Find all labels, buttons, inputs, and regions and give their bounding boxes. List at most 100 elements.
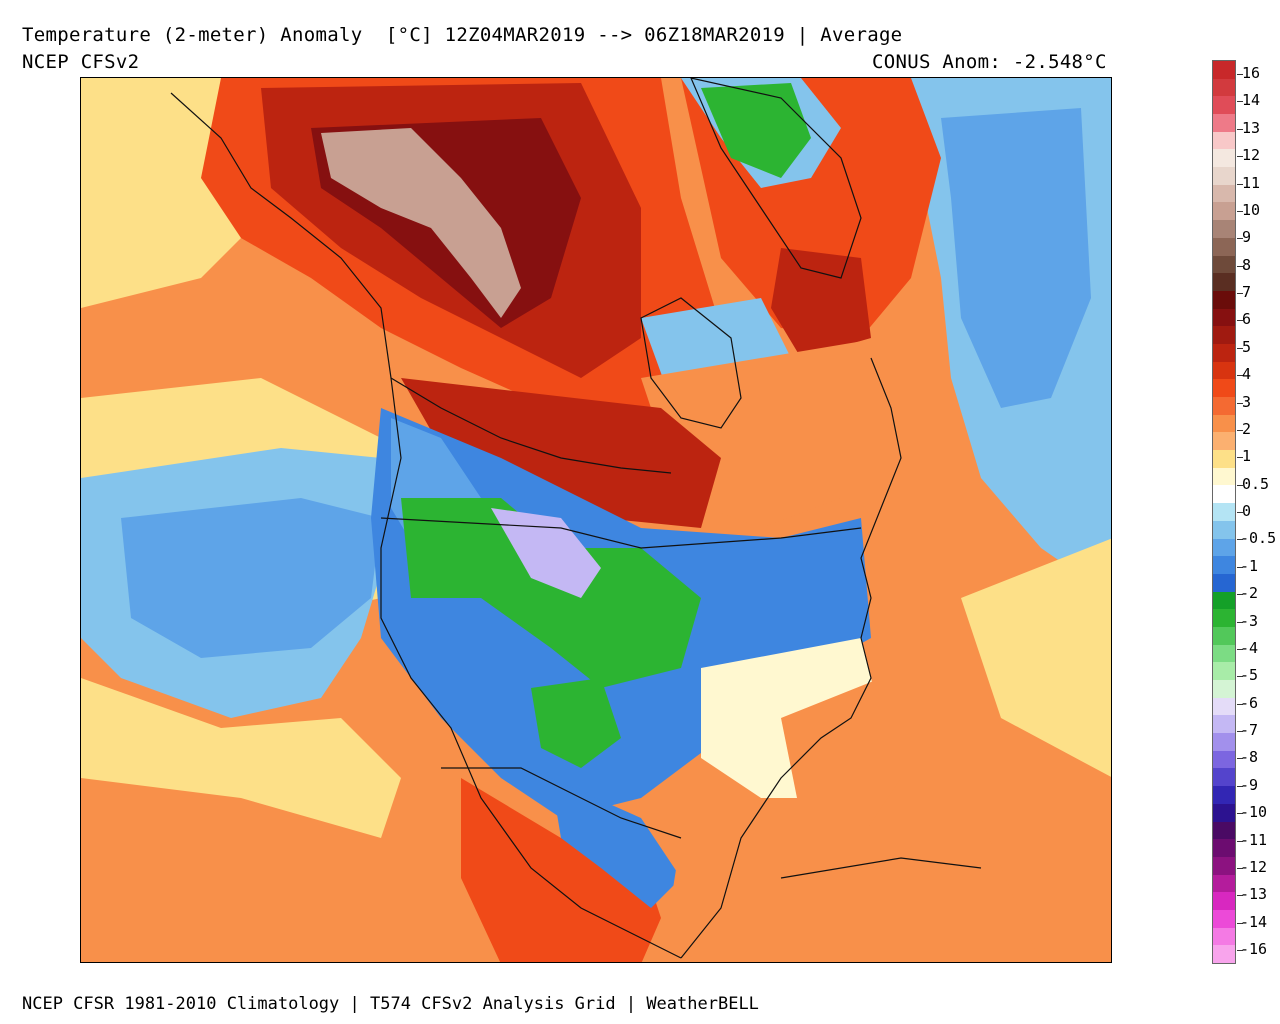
atlantic-cold-core [941, 108, 1091, 408]
colorbar-tick-label: 4 [1242, 365, 1252, 384]
colorbar-swatch [1213, 768, 1235, 787]
colorbar [1212, 60, 1236, 964]
pacific-cold-core [121, 498, 381, 658]
pacific-coastline [170, 92, 682, 959]
canada-provinces-line [390, 377, 672, 474]
colorbar-tick [1237, 183, 1243, 185]
atlantic-coastline [680, 357, 902, 959]
colorbar-tick-label: 10 [1242, 200, 1261, 219]
colorbar-tick [1237, 156, 1243, 158]
montana-extreme-cold [491, 508, 601, 598]
colorbar-tick [1237, 101, 1243, 103]
colorbar-tick [1237, 895, 1243, 897]
colorbar-tick-label: -13 [1240, 885, 1268, 904]
colorbar-tick [1237, 238, 1243, 240]
colorbar-tick-label: -2 [1240, 584, 1259, 603]
colorbar-tick [1237, 74, 1243, 75]
colorbar-swatch [1213, 114, 1235, 133]
colorbar-swatch [1213, 856, 1235, 875]
cuba-outline [780, 857, 982, 879]
colorbar-tick-label: -16 [1240, 940, 1268, 958]
colorbar-tick-label: -9 [1240, 775, 1259, 794]
colorbar-tick-label: 14 [1242, 91, 1261, 110]
colorbar-swatch [1213, 715, 1235, 734]
colorbar-tick-label: 11 [1242, 173, 1261, 192]
hudson-bay-outline [640, 297, 742, 429]
colorbar-tick-label: -5 [1240, 666, 1259, 685]
colorbar-swatch [1213, 343, 1235, 362]
colorbar-swatch [1213, 167, 1235, 186]
colorbar-tick-label: 3 [1242, 392, 1252, 411]
colorbar-swatch [1213, 591, 1235, 610]
colorbar-tick [1237, 758, 1243, 760]
colorbar-swatch [1213, 96, 1235, 115]
colorbar-tick-label: 8 [1242, 255, 1252, 274]
florida-mild [781, 678, 901, 838]
colorbar-swatch [1213, 379, 1235, 398]
colorbar-tick [1237, 429, 1243, 431]
colorbar-swatch [1213, 78, 1235, 97]
colorbar-tick-label: -7 [1240, 721, 1259, 739]
colorbar-tick [1237, 922, 1243, 924]
mexico-cold-strip [551, 778, 681, 908]
colorbar-tick-label: -3 [1240, 611, 1259, 630]
colorbar-swatch [1213, 680, 1235, 699]
colorbar-swatch [1213, 697, 1235, 716]
colorbar-tick-label: -14 [1240, 912, 1268, 931]
colorbar-tick-label: 0.5 [1242, 474, 1270, 493]
colorbar-swatch [1213, 520, 1235, 539]
colorbar-swatch [1213, 609, 1235, 628]
colorbar-tick [1237, 347, 1243, 349]
colorbar-tick [1237, 703, 1243, 705]
conus-anomaly-readout: CONUS Anom: -2.548°C [872, 51, 1107, 73]
colorbar-tick [1237, 840, 1243, 842]
colorbar-tick [1237, 128, 1243, 130]
colorbar-swatch [1213, 397, 1235, 416]
colorbar-tick-label: 6 [1242, 310, 1252, 329]
colorbar-swatch [1213, 149, 1235, 168]
colorbar-tick-label: 1 [1242, 447, 1252, 466]
colorbar-tick [1237, 210, 1243, 212]
colorbar-swatch [1213, 909, 1235, 928]
colorbar-tick-label: 16 [1242, 64, 1261, 82]
colorbar-tick [1237, 785, 1243, 787]
colorbar-swatch [1213, 467, 1235, 486]
footer-credit: NCEP CFSR 1981-2010 Climatology | T574 C… [22, 994, 759, 1014]
colorbar-tick [1237, 457, 1243, 459]
colorbar-tick-label: -4 [1240, 638, 1259, 657]
colorbar-tick [1237, 320, 1243, 322]
colorbar-tick [1237, 621, 1243, 623]
colorbar-tick-label: 7 [1242, 283, 1252, 301]
colorbar-tick-label: 12 [1242, 146, 1261, 165]
colorbar-swatch [1213, 662, 1235, 681]
colorbar-swatch [1213, 414, 1235, 433]
colorbar-tick [1237, 512, 1243, 513]
us-canada-border [380, 517, 862, 549]
colorbar-swatch [1213, 821, 1235, 840]
colorbar-tick [1237, 950, 1243, 951]
atlantic-neutral [961, 538, 1111, 777]
colorbar-tick-label: -12 [1240, 857, 1268, 876]
colorbar-swatch [1213, 220, 1235, 239]
colorbar-swatch [1213, 255, 1235, 274]
colorbar-swatch [1213, 786, 1235, 805]
colorbar-swatch [1213, 556, 1235, 575]
colorbar-tick [1237, 676, 1243, 678]
central-canada-very-warm [401, 378, 721, 528]
colorbar-swatch [1213, 202, 1235, 221]
colorbar-swatch [1213, 432, 1235, 451]
colorbar-swatch [1213, 450, 1235, 469]
mexico-warm [461, 778, 661, 962]
colorbar-swatch [1213, 927, 1235, 946]
caribbean-mild [661, 818, 1041, 962]
texas-panhandle-frigid [531, 678, 621, 768]
baffin-very-warm [771, 248, 871, 358]
colorbar-tick-label: 5 [1242, 337, 1252, 356]
colorbar-tick [1237, 484, 1243, 486]
coastlines [170, 78, 982, 959]
colorbar-swatch [1213, 573, 1235, 592]
colorbar-swatch [1213, 892, 1235, 911]
colorbar-swatch [1213, 273, 1235, 292]
colorbar-swatch [1213, 485, 1235, 504]
colorbar-swatch [1213, 733, 1235, 752]
